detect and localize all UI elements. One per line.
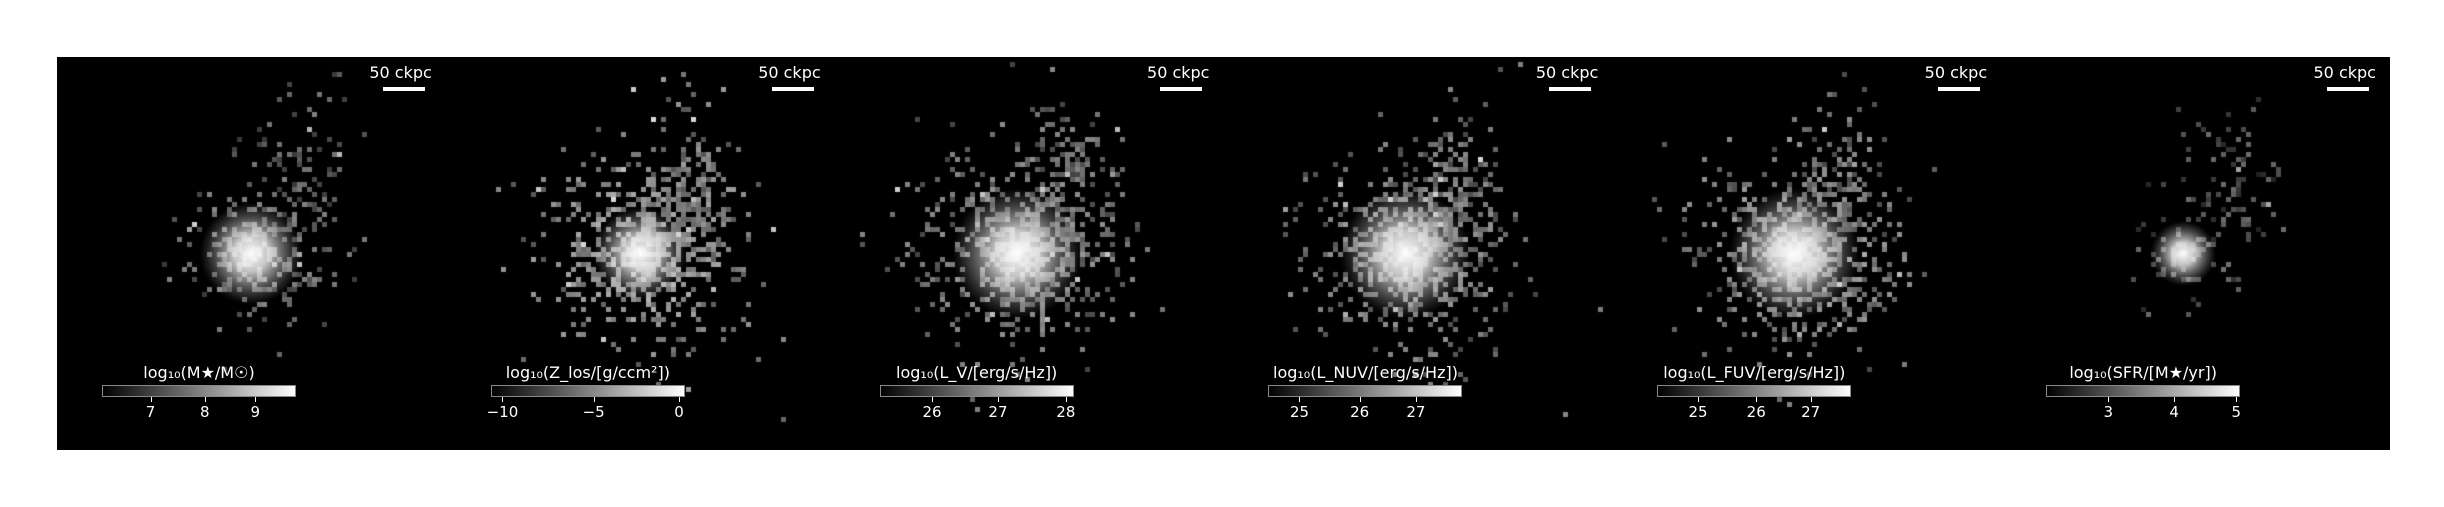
metal-column-map: [445, 57, 834, 450]
colorbar-tick-label: 9: [250, 403, 261, 421]
scale-bar: [1938, 87, 1981, 91]
figure-strip: 50 ckpc log₁₀(M★/M☉) 7 8 9 50 ckpc log₁₀…: [57, 57, 2390, 450]
colorbar-tick: [932, 397, 934, 402]
fuv-luminosity-map: [1612, 57, 2001, 450]
colorbar-tick-label: 8: [200, 403, 210, 421]
sfr-map: [2001, 57, 2390, 450]
colorbar-tick-label: 7: [145, 403, 156, 421]
colorbar-tick: [997, 397, 999, 402]
colorbar-tick: [2236, 397, 2238, 402]
colorbar-tick: [255, 397, 257, 402]
panel-sfr: 50 ckpc log₁₀(SFR/[M★/yr]) 3 4 5: [2001, 57, 2390, 450]
colorbar: log₁₀(L_V/[erg/s/Hz]) 26 27 28: [879, 363, 1075, 421]
panel-nuv-luminosity: 50 ckpc log₁₀(L_NUV/[erg/s/Hz]) 25 26 27: [1223, 57, 1613, 450]
colorbar-tick-label: 25: [1289, 403, 1310, 421]
colorbar-tick: [679, 397, 681, 402]
panel-v-luminosity: 50 ckpc log₁₀(L_V/[erg/s/Hz]) 26 27 28: [834, 57, 1224, 450]
colorbar-tick-label: 25: [1688, 403, 1708, 421]
colorbar-tick-label: 27: [1801, 403, 1821, 421]
scale-bar: [1160, 87, 1203, 91]
colorbar-tick: [502, 397, 504, 402]
colorbar-tick: [2174, 397, 2176, 402]
colorbar-gradient: 25 26 27: [1268, 385, 1463, 421]
nuv-luminosity-map: [1223, 57, 1612, 450]
scale-bar: [2326, 87, 2369, 91]
colorbar-tick-label: 28: [1056, 403, 1076, 421]
colorbar: log₁₀(L_NUV/[erg/s/Hz]) 25 26 27: [1268, 363, 1463, 421]
colorbar-tick-label: 26: [922, 403, 942, 421]
colorbar-tick-label: 27: [1406, 403, 1426, 421]
colorbar-tick-label: 26: [1350, 403, 1370, 421]
panel-fuv-luminosity: 50 ckpc log₁₀(L_FUV/[erg/s/Hz]) 25 26 27: [1612, 57, 2002, 450]
colorbar-tick: [1299, 397, 1301, 402]
colorbar-tick-label: −10: [486, 403, 519, 421]
colorbar-title: log₁₀(L_V/[erg/s/Hz]): [896, 363, 1058, 382]
colorbar-gradient: 25 26 27: [1657, 385, 1852, 421]
stellar-mass-map: [57, 57, 445, 450]
colorbar-tick: [1698, 397, 1699, 402]
colorbar-tick-label: 26: [1746, 403, 1766, 421]
colorbar: log₁₀(L_FUV/[erg/s/Hz]) 25 26 27: [1657, 363, 1852, 421]
colorbar-tick-label: 4: [2169, 403, 2179, 421]
colorbar-tick: [1359, 397, 1361, 402]
colorbar-tick-label: 5: [2231, 403, 2242, 421]
scale-bar-label: 50 ckpc: [1535, 63, 1599, 82]
v-luminosity-map: [834, 57, 1223, 450]
colorbar-tick: [1810, 397, 1812, 402]
scale-bar-label: 50 ckpc: [1924, 63, 1988, 82]
colorbar-tick-label: 0: [674, 403, 684, 421]
colorbar-tick-label: 27: [988, 403, 1008, 421]
colorbar-tick-label: −5: [582, 403, 605, 421]
scale-bar: [1549, 87, 1592, 91]
colorbar-tick: [2108, 397, 2110, 402]
colorbar-tick: [204, 397, 206, 402]
colorbar: log₁₀(M★/M☉) 7 8 9: [102, 363, 296, 421]
colorbar-tick: [1756, 397, 1758, 402]
panel-metal-column: 50 ckpc log₁₀(Z_los/[g/ccm²]) −10 −5 0: [445, 57, 835, 450]
colorbar-title: log₁₀(SFR/[M★/yr]): [2069, 363, 2217, 382]
panel-stellar-mass: 50 ckpc log₁₀(M★/M☉) 7 8 9: [57, 57, 446, 450]
colorbar-title: log₁₀(L_NUV/[erg/s/Hz]): [1273, 363, 1458, 382]
colorbar-tick: [1415, 397, 1417, 402]
colorbar-gradient: 3 4 5: [2046, 385, 2241, 421]
colorbar-title: log₁₀(M★/M☉): [143, 363, 255, 382]
colorbar: log₁₀(SFR/[M★/yr]) 3 4 5: [2046, 363, 2241, 421]
colorbar-title: log₁₀(Z_los/[g/ccm²]): [505, 363, 670, 382]
scale-bar-label: 50 ckpc: [2313, 63, 2376, 82]
scale-bar-label: 50 ckpc: [369, 63, 432, 82]
scale-bar-label: 50 ckpc: [758, 63, 821, 82]
scale-bar: [382, 87, 425, 91]
colorbar-gradient: 26 27 28: [879, 385, 1075, 421]
colorbar-gradient: −10 −5 0: [487, 385, 685, 421]
colorbar: log₁₀(Z_los/[g/ccm²]) −10 −5 0: [487, 363, 685, 421]
colorbar-gradient: 7 8 9: [102, 385, 296, 421]
scale-bar-label: 50 ckpc: [1147, 63, 1210, 82]
colorbar-tick: [150, 397, 152, 402]
colorbar-title: log₁₀(L_FUV/[erg/s/Hz]): [1663, 363, 1846, 382]
colorbar-tick: [1065, 397, 1067, 402]
scale-bar: [771, 87, 814, 91]
colorbar-tick-label: 3: [2103, 403, 2114, 421]
colorbar-tick: [593, 397, 595, 402]
